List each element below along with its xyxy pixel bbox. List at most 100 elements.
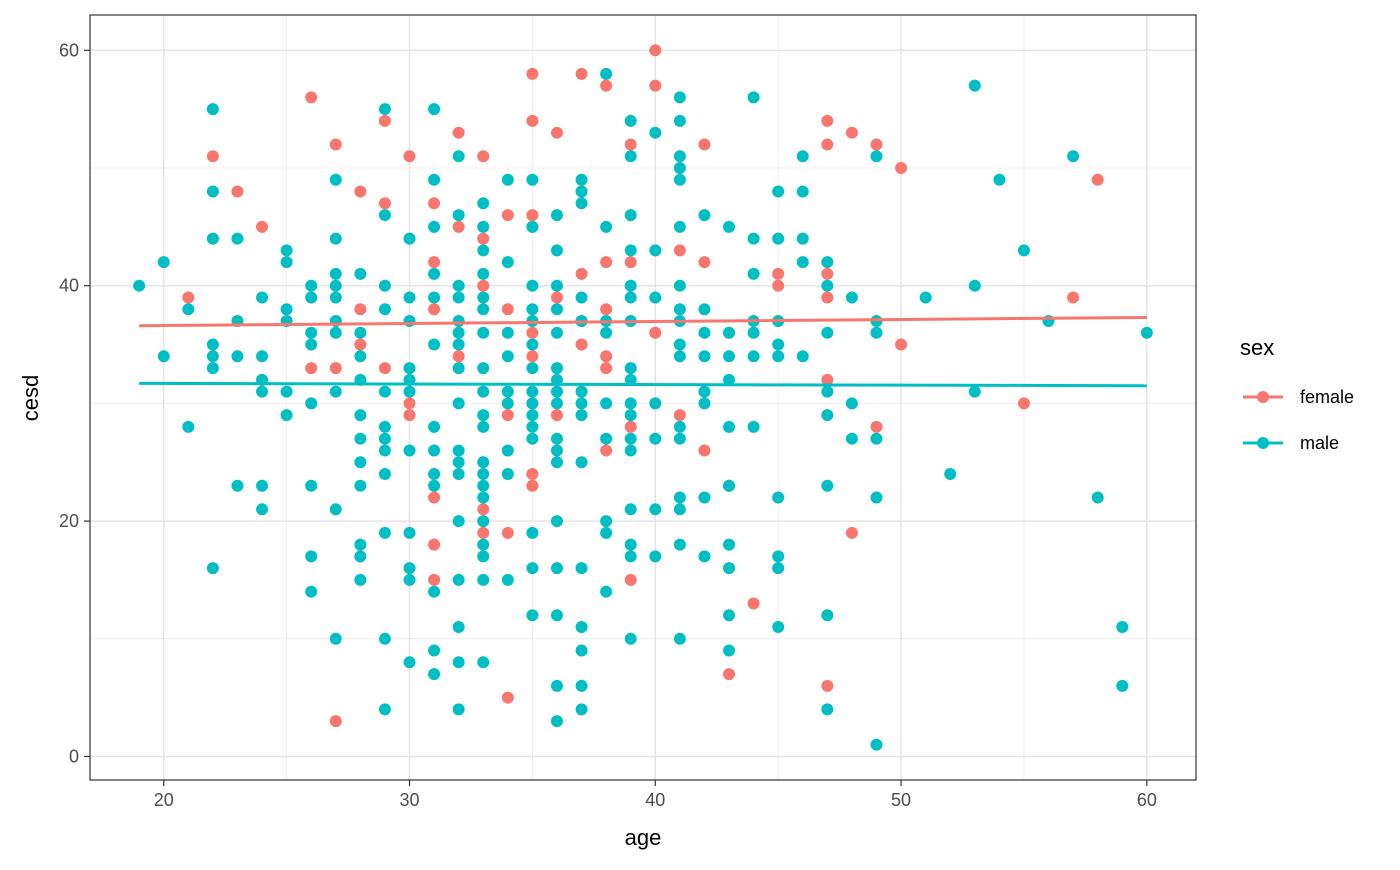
data-point-male	[526, 562, 539, 575]
data-point-male	[575, 185, 588, 198]
data-point-male	[477, 573, 490, 586]
data-point-male	[526, 526, 539, 539]
data-point-male	[428, 338, 441, 351]
data-point-male	[624, 373, 637, 386]
data-point-male	[477, 362, 490, 375]
data-point-male	[428, 420, 441, 433]
data-point-male	[772, 550, 785, 563]
data-point-male	[550, 279, 563, 292]
data-point-female	[575, 267, 588, 280]
data-point-male	[329, 267, 342, 280]
data-point-male	[747, 326, 760, 339]
data-point-male	[600, 326, 613, 339]
data-point-male	[501, 444, 514, 457]
data-point-male	[723, 373, 736, 386]
data-point-male	[206, 338, 219, 351]
data-point-male	[133, 279, 146, 292]
data-point-male	[968, 279, 981, 292]
data-point-male	[452, 397, 465, 410]
data-point-male	[428, 668, 441, 681]
legend: sex female male	[1240, 335, 1354, 453]
data-point-female	[575, 67, 588, 80]
data-point-male	[747, 91, 760, 104]
data-point-male	[575, 679, 588, 692]
data-point-male	[600, 397, 613, 410]
data-point-male	[452, 150, 465, 163]
data-point-male	[305, 550, 318, 563]
data-point-female	[821, 138, 834, 151]
data-point-male	[452, 362, 465, 375]
data-point-male	[403, 385, 416, 398]
data-point-male	[796, 150, 809, 163]
data-point-male	[378, 385, 391, 398]
data-point-female	[600, 303, 613, 316]
data-point-male	[477, 267, 490, 280]
data-point-female	[624, 573, 637, 586]
data-point-male	[477, 326, 490, 339]
x-tick-label: 20	[154, 790, 174, 810]
data-point-male	[452, 291, 465, 304]
data-point-male	[624, 503, 637, 516]
data-point-male	[329, 173, 342, 186]
data-point-male	[329, 279, 342, 292]
data-point-male	[477, 409, 490, 422]
data-point-male	[477, 244, 490, 257]
data-point-male	[305, 397, 318, 410]
data-point-male	[477, 197, 490, 210]
data-point-female	[452, 350, 465, 363]
data-point-female	[378, 362, 391, 375]
data-point-male	[821, 479, 834, 492]
data-point-male	[600, 220, 613, 233]
x-tick-label: 30	[399, 790, 419, 810]
data-point-male	[256, 479, 269, 492]
data-point-male	[575, 456, 588, 469]
data-point-male	[329, 326, 342, 339]
data-point-female	[428, 303, 441, 316]
data-point-female	[329, 362, 342, 375]
data-point-male	[1140, 326, 1153, 339]
data-point-male	[624, 244, 637, 257]
data-point-male	[575, 644, 588, 657]
data-point-male	[624, 409, 637, 422]
data-point-female	[649, 326, 662, 339]
data-point-male	[329, 232, 342, 245]
data-point-female	[501, 409, 514, 422]
data-point-male	[157, 256, 170, 269]
data-point-male	[919, 291, 932, 304]
data-point-male	[845, 432, 858, 445]
data-point-male	[772, 232, 785, 245]
data-point-male	[378, 444, 391, 457]
data-point-male	[550, 432, 563, 445]
data-point-male	[673, 420, 686, 433]
data-point-male	[403, 232, 416, 245]
data-point-female	[624, 420, 637, 433]
data-point-male	[550, 444, 563, 457]
data-point-male	[649, 550, 662, 563]
data-point-male	[796, 256, 809, 269]
data-point-male	[550, 326, 563, 339]
data-point-male	[428, 444, 441, 457]
data-point-female	[403, 397, 416, 410]
data-point-female	[747, 597, 760, 610]
legend-title: sex	[1240, 335, 1274, 360]
data-point-male	[477, 420, 490, 433]
data-point-male	[354, 456, 367, 469]
data-point-female	[477, 150, 490, 163]
data-point-male	[624, 538, 637, 551]
data-point-male	[673, 503, 686, 516]
data-point-male	[403, 573, 416, 586]
data-point-male	[723, 350, 736, 363]
data-point-male	[378, 632, 391, 645]
data-point-male	[821, 409, 834, 422]
data-point-female	[698, 256, 711, 269]
data-point-male	[1116, 621, 1129, 633]
data-point-male	[231, 232, 244, 245]
data-point-male	[477, 550, 490, 563]
data-point-male	[673, 491, 686, 504]
data-point-female	[550, 409, 563, 422]
data-point-male	[772, 350, 785, 363]
x-axis-title: age	[625, 825, 662, 850]
data-point-male	[747, 350, 760, 363]
data-point-male	[575, 197, 588, 210]
